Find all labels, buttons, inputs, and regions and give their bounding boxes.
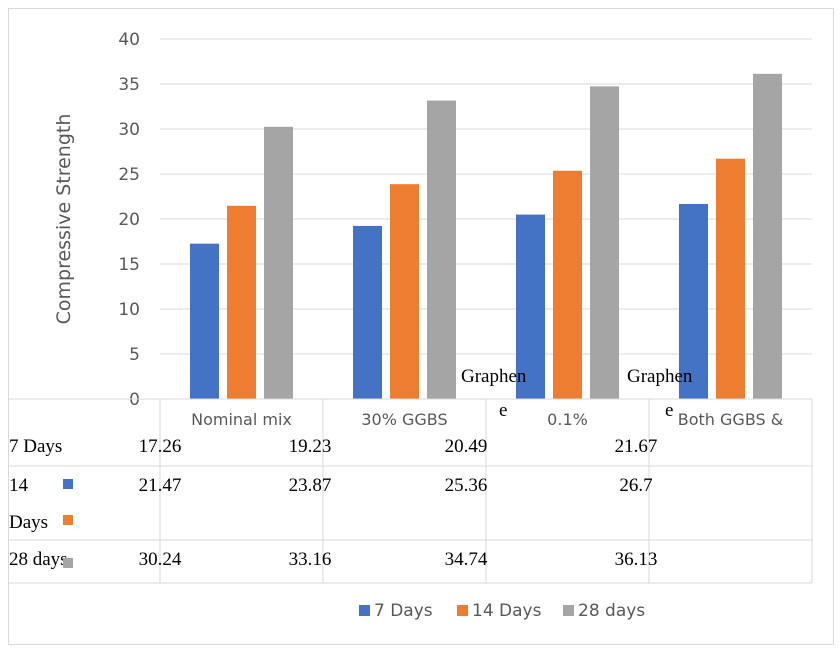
category-label: 30% GGBS bbox=[361, 410, 447, 429]
table-cell-value: 20.49 bbox=[445, 436, 488, 457]
table-cell-value: 17.26 bbox=[139, 436, 182, 457]
legend-swatch bbox=[359, 605, 370, 616]
legend-swatch bbox=[457, 605, 468, 616]
y-tick-label: 40 bbox=[118, 30, 140, 50]
y-tick-label: 10 bbox=[118, 300, 140, 320]
table-cell-value: 23.87 bbox=[289, 475, 332, 496]
category-label: Nominal mix bbox=[191, 410, 292, 429]
table-cell-value: 26.7 bbox=[619, 475, 652, 496]
category-overlay-text: Graphen bbox=[461, 366, 527, 387]
table-cell-value: 33.16 bbox=[289, 549, 332, 570]
bar-28-days bbox=[590, 86, 619, 399]
legend-label: 14 Days bbox=[472, 601, 542, 621]
table-cell-value: 34.74 bbox=[445, 549, 488, 570]
y-tick-label: 25 bbox=[118, 165, 140, 185]
row-legend-swatch bbox=[63, 479, 73, 489]
row-legend-swatch bbox=[63, 515, 73, 525]
table-cell-value: 21.47 bbox=[139, 475, 182, 496]
category-label: Both GGBS & bbox=[678, 410, 783, 429]
table-row-label: 28 days bbox=[9, 549, 68, 570]
table-cell-value: 25.36 bbox=[445, 475, 488, 496]
legend-swatch bbox=[563, 605, 574, 616]
bar-7-days bbox=[190, 243, 219, 399]
table-cell-value: 21.67 bbox=[615, 436, 658, 457]
bar-28-days bbox=[264, 126, 293, 399]
bar-7-days bbox=[516, 214, 545, 399]
bar-14-days bbox=[390, 184, 419, 399]
y-axis-label: Compressive Strength bbox=[53, 114, 75, 325]
category-label: 0.1% bbox=[547, 410, 588, 429]
category-overlay-text: e bbox=[499, 400, 507, 421]
table-row-label: 7 Days bbox=[9, 436, 62, 457]
category-overlay-text: Graphen bbox=[627, 366, 693, 387]
y-tick-label: 15 bbox=[118, 255, 140, 275]
bar-28-days bbox=[753, 73, 782, 399]
table-row-label: 14 bbox=[9, 475, 29, 496]
bar-7-days bbox=[679, 203, 708, 399]
bar-28-days bbox=[427, 100, 456, 399]
table-cell-value: 36.13 bbox=[615, 549, 658, 570]
y-tick-label: 5 bbox=[129, 345, 140, 365]
legend-label: 7 Days bbox=[374, 601, 433, 621]
bar-7-days bbox=[353, 225, 382, 399]
bar-14-days bbox=[716, 158, 745, 399]
y-tick-label: 30 bbox=[118, 120, 140, 140]
y-tick-label: 20 bbox=[118, 210, 140, 230]
table-cell-value: 19.23 bbox=[289, 436, 332, 457]
y-tick-label: 0 bbox=[129, 390, 140, 410]
bar-14-days bbox=[553, 170, 582, 399]
table-cell-value: 30.24 bbox=[139, 549, 182, 570]
bar-14-days bbox=[227, 205, 256, 399]
row-legend-swatch bbox=[63, 558, 73, 568]
table-row-label: Days bbox=[9, 512, 48, 533]
y-tick-label: 35 bbox=[118, 75, 140, 95]
category-overlay-text: e bbox=[665, 400, 673, 421]
legend-label: 28 days bbox=[578, 601, 645, 621]
